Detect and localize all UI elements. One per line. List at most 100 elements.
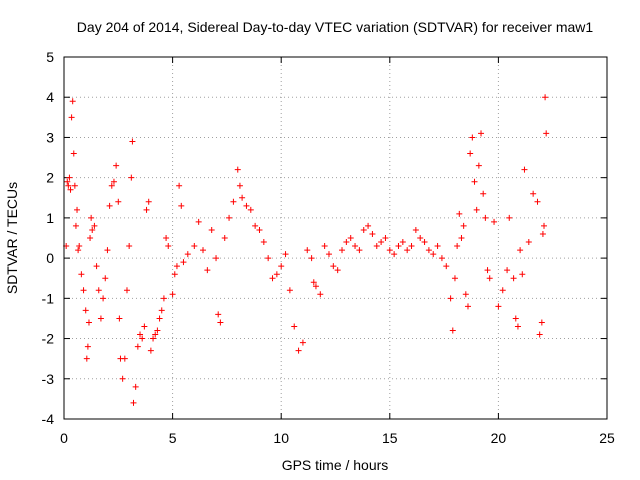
data-point [195, 218, 202, 225]
data-point [163, 235, 170, 241]
data-point [373, 243, 380, 250]
data-point [269, 275, 276, 282]
data-point [525, 239, 532, 246]
data-point [536, 331, 543, 338]
data-point [399, 239, 406, 246]
data-point [173, 263, 180, 270]
data-point [510, 275, 517, 282]
data-point [208, 226, 215, 233]
data-point [542, 94, 549, 101]
data-point [499, 287, 506, 294]
data-point [530, 190, 537, 197]
x-tick-label: 20 [491, 430, 507, 446]
data-point [234, 166, 241, 173]
data-point [421, 239, 428, 246]
data-point [115, 198, 122, 205]
data-point [69, 98, 76, 105]
data-point [484, 267, 491, 274]
data-point [110, 178, 117, 185]
data-point [147, 347, 154, 354]
data-point [519, 271, 526, 278]
data-point [478, 130, 485, 137]
data-point [252, 222, 259, 229]
data-point [541, 222, 548, 229]
data-point [471, 178, 478, 185]
data-point [325, 251, 332, 258]
y-tick-label: 0 [46, 250, 54, 266]
data-point [438, 255, 445, 262]
y-axis-label: SDTVAR / TECUs [4, 182, 20, 294]
data-point [215, 311, 222, 318]
data-point [543, 130, 550, 137]
chart-title: Day 204 of 2014, Sidereal Day-to-day VTE… [77, 19, 594, 35]
data-point [321, 243, 328, 250]
data-point [278, 263, 285, 270]
data-point [78, 271, 85, 278]
data-point [469, 134, 476, 141]
data-point [310, 279, 317, 286]
data-point [123, 287, 130, 294]
data-point [154, 327, 161, 334]
data-point [443, 263, 450, 270]
data-point [129, 138, 136, 145]
data-point [425, 247, 432, 254]
x-tick-label: 25 [599, 430, 615, 446]
data-point [134, 343, 141, 350]
data-point [72, 222, 79, 229]
data-point [68, 114, 75, 121]
data-point [67, 186, 74, 193]
data-point [106, 202, 113, 209]
plot-border [63, 56, 608, 420]
data-point [141, 323, 148, 330]
data-point [143, 206, 150, 213]
data-point [93, 263, 100, 270]
data-points [63, 94, 550, 406]
data-point [97, 315, 104, 322]
data-point [295, 347, 302, 354]
data-point [539, 230, 546, 237]
data-point [160, 295, 167, 302]
data-point [273, 271, 280, 278]
data-point [150, 335, 157, 342]
data-point [239, 194, 246, 201]
data-point [282, 251, 289, 258]
data-point [260, 239, 267, 246]
y-tick-label: 2 [46, 170, 54, 186]
data-point [482, 214, 489, 221]
data-point [382, 235, 389, 241]
data-point [87, 235, 94, 241]
data-point [473, 206, 480, 213]
data-point [191, 243, 198, 250]
data-point [391, 251, 398, 258]
data-point [236, 182, 243, 189]
data-point [128, 174, 135, 181]
data-point [70, 150, 77, 157]
data-point [491, 218, 498, 225]
data-point [430, 251, 437, 258]
data-point [347, 235, 354, 241]
data-point [71, 182, 78, 189]
data-point [213, 255, 220, 262]
data-point [85, 319, 92, 326]
y-tick-label: 1 [46, 210, 54, 226]
y-tick-label: -3 [42, 371, 55, 387]
data-point [171, 271, 178, 278]
data-point [454, 243, 461, 250]
data-point [91, 222, 98, 229]
data-point [330, 263, 337, 270]
data-point [243, 202, 250, 209]
data-point [291, 323, 298, 330]
data-point [126, 243, 133, 250]
data-point [119, 375, 126, 382]
data-point [417, 235, 424, 241]
data-point [480, 190, 487, 197]
data-point [304, 247, 311, 254]
data-point [334, 267, 341, 274]
x-tick-label: 0 [60, 430, 68, 446]
data-point [458, 235, 465, 241]
data-point [132, 383, 139, 390]
data-point [204, 267, 211, 274]
data-point [521, 166, 528, 173]
data-point [66, 174, 73, 181]
